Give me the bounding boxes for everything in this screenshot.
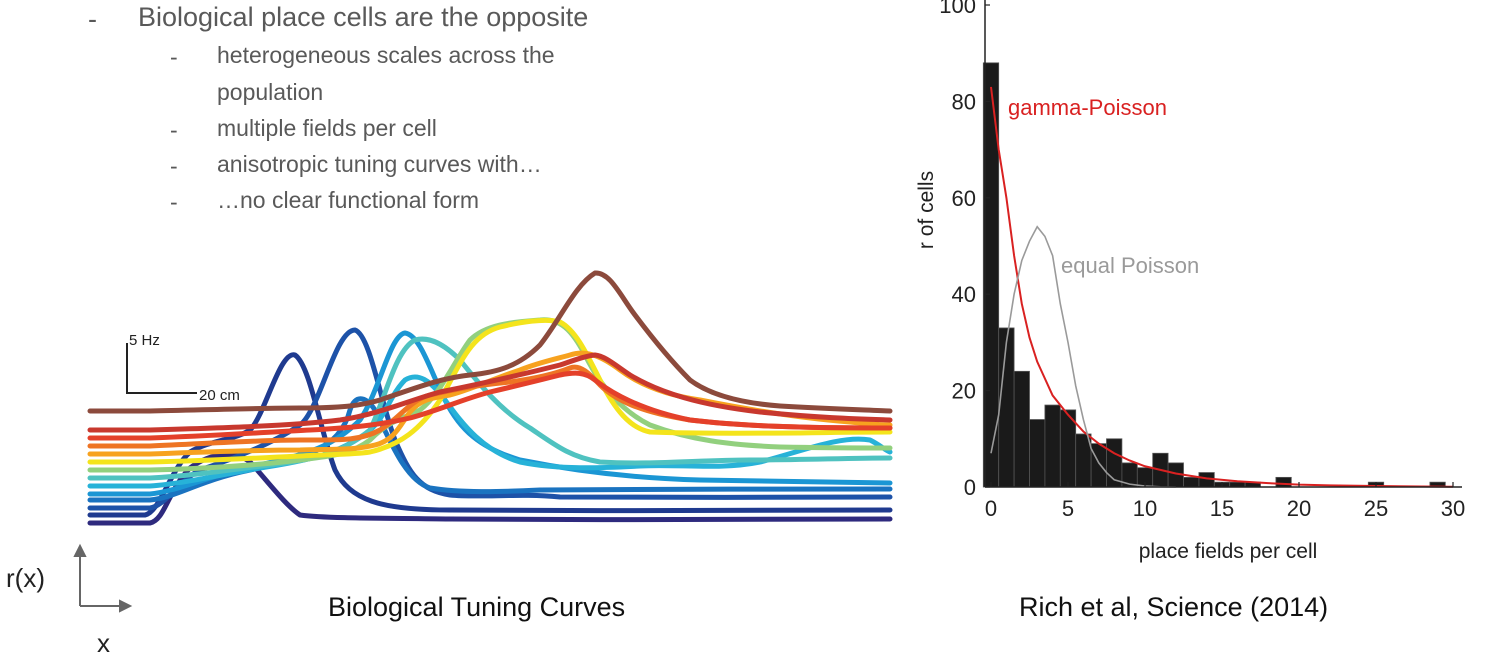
y-axis-title: r of cells — [915, 171, 938, 249]
sub-bullet-no-form: …no clear functional form — [217, 187, 480, 213]
y-axis-letter: r(x) — [6, 563, 45, 593]
place-field-histogram: 0 20 40 60 80 100 0 5 10 15 20 25 30 place fields per… — [915, 0, 1465, 563]
tuning-caption: Biological Tuning Curves — [328, 592, 626, 622]
y-tick-label: 80 — [952, 89, 976, 114]
sub-bullet-scales-cont: population — [217, 79, 324, 105]
histogram-bar — [1183, 476, 1200, 488]
histogram-labels: 0 20 40 60 80 100 0 5 10 15 20 25 30 place fields per… — [915, 0, 1465, 563]
sub-bullet-dash: - — [170, 153, 178, 179]
tuning-curve — [87, 317, 893, 465]
x-tick-label: 5 — [1062, 496, 1074, 521]
y-tick-label: 60 — [952, 186, 976, 211]
y-tick-label: 20 — [952, 379, 976, 404]
bullet-dash: - — [88, 4, 97, 34]
equal-poisson-curve — [990, 225, 1176, 488]
x-tick-label: 30 — [1441, 496, 1465, 521]
y-tick-label: 0 — [964, 475, 976, 500]
tuning-curve — [87, 270, 893, 414]
histogram-bar — [998, 327, 1015, 488]
scale-bar-distance-label: 20 cm — [199, 387, 240, 404]
scale-bar-rate-label: 5 Hz — [129, 332, 160, 349]
histogram-bar — [1013, 370, 1030, 488]
x-tick-label: 0 — [985, 496, 997, 521]
x-tick-label: 25 — [1364, 496, 1388, 521]
sub-bullet-dash: - — [170, 44, 178, 70]
x-axis-letter: x — [97, 628, 110, 658]
x-tick-label: 10 — [1133, 496, 1157, 521]
sub-bullet-multiple-fields: multiple fields per cell — [217, 115, 437, 141]
sub-bullet-scales: heterogeneous scales across the — [217, 42, 555, 68]
sub-bullet-dash: - — [170, 189, 178, 215]
histogram-bar — [1029, 419, 1046, 488]
scale-bar: 5 Hz 20 cm — [126, 332, 240, 404]
histogram-bar — [1090, 443, 1107, 488]
x-tick-label: 15 — [1210, 496, 1234, 521]
tuning-curve — [87, 352, 893, 433]
histogram-bar — [1275, 476, 1292, 488]
tuning-curves-figure: 5 Hz 20 cm — [73, 270, 893, 613]
histogram-bar — [1044, 404, 1061, 488]
histogram-caption: Rich et al, Science (2014) — [1019, 592, 1329, 622]
equal-poisson-label: equal Poisson — [1061, 253, 1199, 278]
gamma-poisson-curve — [990, 86, 1454, 488]
tuning-curve — [87, 370, 893, 441]
histogram-bars — [982, 62, 1446, 488]
histogram-fits — [990, 86, 1454, 488]
y-tick-label: 100 — [939, 0, 976, 18]
rx-axis-glyph — [73, 543, 133, 613]
y-tick-label: 40 — [952, 282, 976, 307]
bullet-main: Biological place cells are the opposite — [138, 2, 589, 32]
x-tick-label: 20 — [1287, 496, 1311, 521]
histogram-axes — [984, 0, 1462, 488]
sub-bullet-dash: - — [170, 117, 178, 143]
x-axis-title: place fields per cell — [1139, 540, 1318, 563]
sub-bullet-anisotropic: anisotropic tuning curves with… — [217, 151, 542, 177]
gamma-poisson-label: gamma-Poisson — [1008, 95, 1167, 120]
